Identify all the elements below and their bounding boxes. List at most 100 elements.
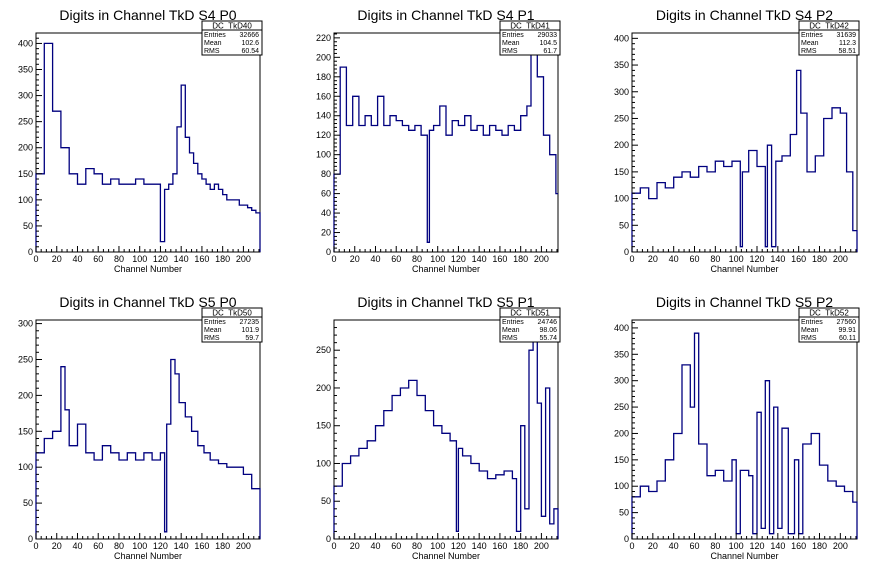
x-tick-label: 180 — [812, 254, 827, 264]
stats-mean-value: 98.06 — [539, 327, 557, 334]
x-tick-label: 80 — [710, 254, 720, 264]
x-tick-label: 120 — [749, 254, 764, 264]
x-tick-label: 0 — [33, 541, 38, 551]
x-tick-label: 20 — [350, 541, 360, 551]
plot-frame — [35, 319, 261, 540]
chart-title: Digits in Channel TkD S4 P2 — [656, 7, 833, 23]
x-tick-label: 0 — [629, 541, 634, 551]
y-tick-label: 100 — [18, 462, 33, 472]
x-tick-label: 80 — [114, 254, 124, 264]
stats-box-frame — [499, 20, 561, 56]
x-tick-label: 180 — [215, 254, 230, 264]
x-tick-label: 20 — [350, 254, 360, 264]
x-tick-label: 160 — [194, 254, 209, 264]
y-tick-label: 120 — [316, 130, 331, 140]
x-tick-label: 40 — [370, 254, 380, 264]
plot-frame — [333, 319, 559, 540]
stats-box-frame — [499, 307, 561, 343]
x-tick-label: 60 — [689, 541, 699, 551]
y-tick-label: 220 — [316, 33, 331, 43]
stats-entries-value: 24746 — [538, 319, 558, 326]
stats-entries-value: 27560 — [837, 319, 857, 326]
y-tick-label: 250 — [614, 113, 629, 123]
x-tick-label: 20 — [52, 254, 62, 264]
y-tick-label: 180 — [316, 72, 331, 82]
x-tick-label: 60 — [391, 254, 401, 264]
x-tick-label: 180 — [513, 254, 528, 264]
y-tick-label: 50 — [619, 220, 629, 230]
x-tick-label: 140 — [472, 254, 487, 264]
y-tick-label: 0 — [326, 534, 331, 544]
y-tick-label: 80 — [321, 169, 331, 179]
histogram-panel-4: Digits in Channel TkD S5 P0 0 20 40 60 80 100 1… — [18, 294, 263, 561]
y-tick-label: 0 — [624, 247, 629, 257]
x-tick-label: 80 — [114, 541, 124, 551]
x-tick-label: 20 — [52, 541, 62, 551]
x-tick-label: 0 — [629, 254, 634, 264]
stats-box-frame — [201, 307, 263, 343]
plot-frame — [631, 32, 858, 253]
chart-title: Digits in Channel TkD S5 P1 — [357, 294, 534, 310]
chart-title: Digits in Channel TkD S4 P0 — [59, 7, 236, 23]
histogram-series — [631, 69, 858, 252]
y-tick-label: 300 — [614, 376, 629, 386]
x-tick-label: 140 — [770, 541, 785, 551]
histogram-series — [333, 319, 559, 539]
x-tick-label: 200 — [833, 254, 848, 264]
x-tick-label: 200 — [534, 254, 549, 264]
y-tick-label: 150 — [614, 455, 629, 465]
x-tick-label: 60 — [93, 541, 103, 551]
x-tick-label: 40 — [669, 254, 679, 264]
x-axis-label: Channel Number — [710, 264, 778, 274]
y-tick-label: 100 — [316, 150, 331, 160]
y-tick-label: 50 — [23, 221, 33, 231]
y-tick-label: 250 — [316, 345, 331, 355]
x-axis-label: Channel Number — [412, 551, 480, 561]
y-tick-label: 140 — [316, 111, 331, 121]
stats-mean-label: Mean — [502, 327, 520, 334]
stats-mean-label: Mean — [801, 327, 819, 334]
y-tick-label: 0 — [326, 247, 331, 257]
x-tick-label: 160 — [791, 254, 806, 264]
y-tick-label: 200 — [316, 383, 331, 393]
x-tick-label: 40 — [72, 541, 82, 551]
y-tick-label: 100 — [18, 195, 33, 205]
stats-mean-label: Mean — [502, 40, 520, 47]
stats-rms-label: RMS — [204, 48, 220, 55]
y-tick-label: 200 — [316, 52, 331, 62]
chart-title: Digits in Channel TkD S5 P2 — [656, 294, 833, 310]
x-tick-label: 180 — [812, 541, 827, 551]
x-tick-label: 180 — [513, 541, 528, 551]
y-tick-label: 300 — [18, 319, 33, 329]
x-tick-label: 60 — [689, 254, 699, 264]
x-tick-label: 160 — [492, 254, 507, 264]
stats-box-frame — [798, 20, 860, 56]
stats-box-frame — [798, 307, 860, 343]
stats-name: DC_TkD40 — [212, 22, 252, 31]
x-tick-label: 80 — [412, 254, 422, 264]
y-tick-label: 160 — [316, 91, 331, 101]
y-tick-label: 150 — [18, 426, 33, 436]
stats-entries-label: Entries — [502, 319, 524, 326]
stats-rms-value: 60.54 — [241, 48, 259, 55]
stats-name: DC_TkD51 — [510, 309, 550, 318]
x-tick-label: 100 — [132, 254, 147, 264]
x-tick-label: 200 — [833, 541, 848, 551]
stats-rms-label: RMS — [502, 48, 518, 55]
x-tick-label: 120 — [749, 541, 764, 551]
y-tick-label: 250 — [18, 354, 33, 364]
plot-frame — [631, 319, 858, 540]
stats-rms-value: 59.7 — [245, 335, 259, 342]
x-tick-label: 120 — [451, 254, 466, 264]
y-tick-label: 40 — [321, 208, 331, 218]
y-tick-label: 0 — [28, 534, 33, 544]
histogram-series — [35, 358, 261, 539]
stats-mean-label: Mean — [204, 40, 222, 47]
histogram-panel-1: Digits in Channel TkD S4 P0 0 20 40 60 80 100 1… — [18, 7, 263, 274]
histogram-panel-5: Digits in Channel TkD S5 P1 0 20 40 60 80 100 1… — [316, 294, 561, 561]
stats-mean-label: Mean — [204, 327, 222, 334]
y-tick-label: 300 — [18, 91, 33, 101]
y-tick-label: 200 — [614, 140, 629, 150]
stats-rms-value: 60.11 — [839, 335, 856, 342]
